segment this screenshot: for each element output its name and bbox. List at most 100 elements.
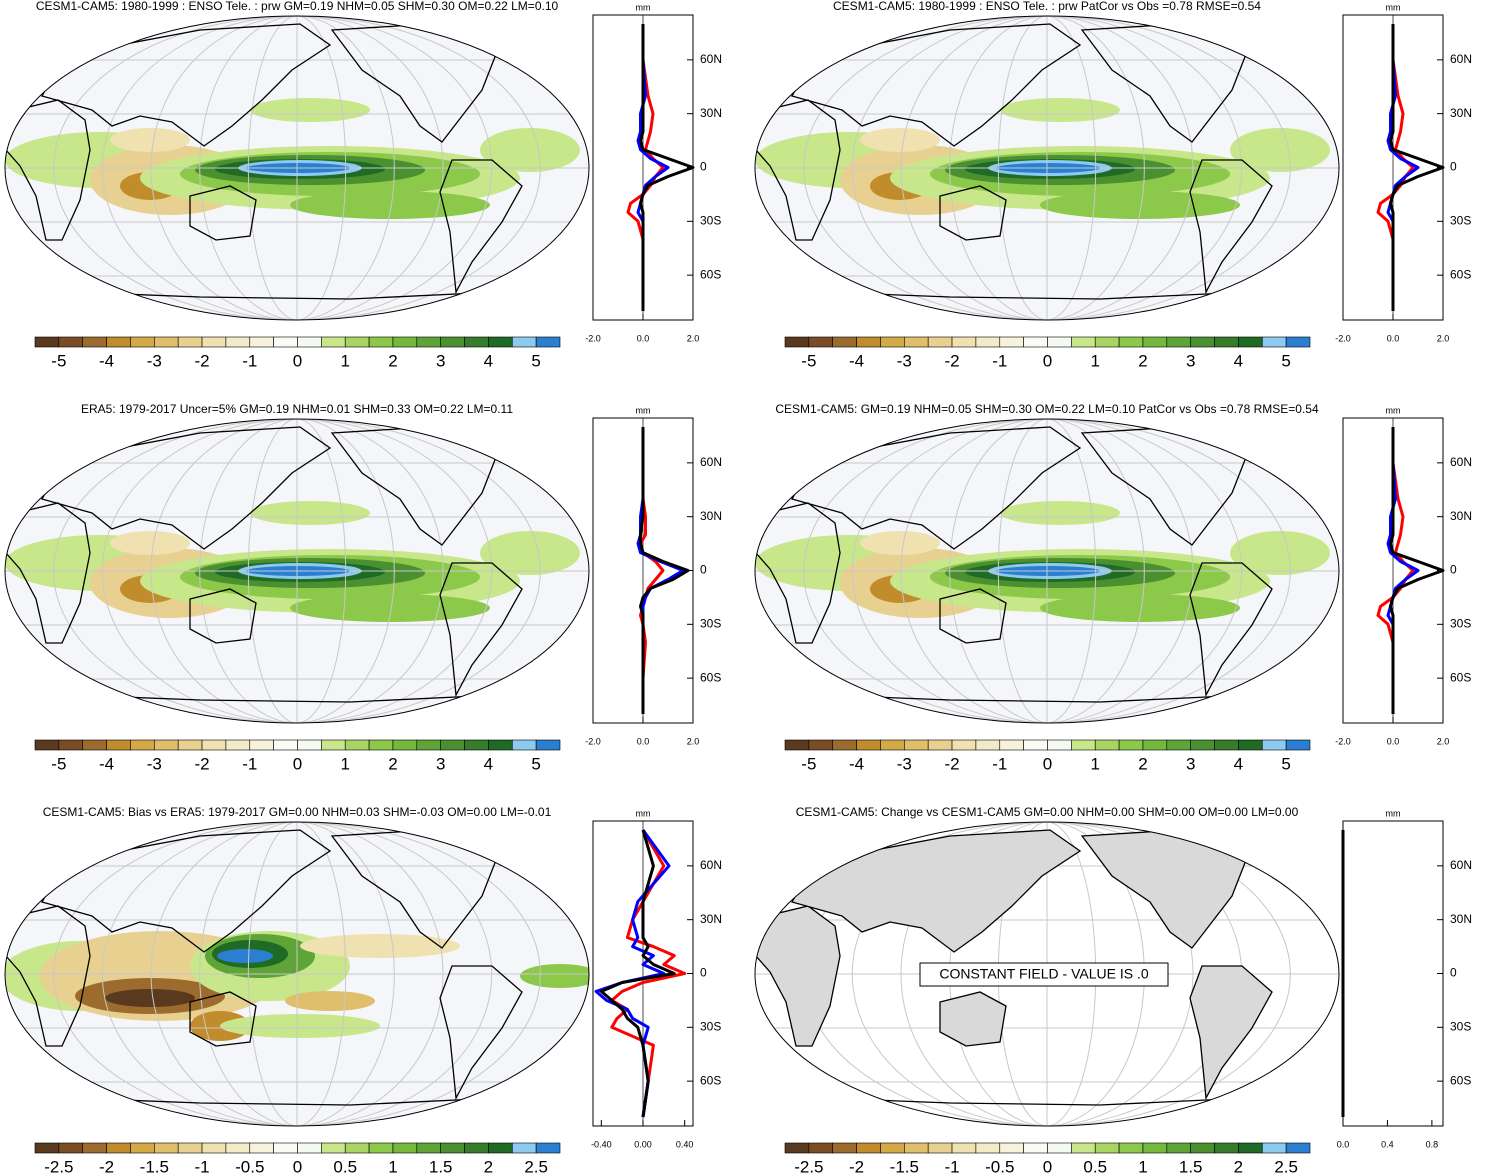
- y-tick-label: 0: [1450, 160, 1457, 174]
- y-tick-label: 60N: [1450, 52, 1472, 66]
- colorbar-box: [225, 336, 251, 348]
- field-contour: [110, 531, 190, 555]
- colorbar-box: [784, 739, 810, 751]
- colorbar-box: [440, 1142, 465, 1154]
- colorbar-label: 1.5: [1179, 1157, 1203, 1176]
- colorbar-box: [832, 739, 857, 751]
- map-meridian: [1046, 16, 1243, 320]
- map-border: [4, 15, 590, 321]
- profile-frame: [1342, 820, 1444, 1127]
- colorbar-box: [225, 739, 251, 751]
- y-tick-label: 30N: [1450, 912, 1472, 926]
- colorbar-box: [1285, 1142, 1311, 1154]
- x-tick-label: 0.0: [1337, 1139, 1350, 1149]
- colorbar-label: -5: [51, 351, 66, 370]
- colorbar-label: -1: [242, 754, 257, 773]
- map-meridian: [296, 16, 541, 320]
- colorbar-box: [856, 336, 881, 348]
- profile-unit: mm: [636, 405, 651, 415]
- colorbar-box: [1094, 336, 1120, 348]
- map-border: [754, 821, 1340, 1127]
- y-tick-label: 0: [1450, 966, 1457, 980]
- y-tick-label: 30S: [1450, 1019, 1471, 1033]
- colorbar-box: [927, 739, 953, 751]
- map-meridian: [296, 419, 541, 723]
- colorbar-box: [904, 739, 929, 751]
- colorbar-label: -1: [944, 1157, 959, 1176]
- colorbar-label: -2: [99, 1157, 114, 1176]
- colorbar-label: 3: [436, 351, 445, 370]
- field-contour: [250, 501, 370, 525]
- colorbar-box: [58, 739, 84, 751]
- colorbar-box: [488, 1142, 513, 1154]
- colorbar-box: [904, 1142, 929, 1154]
- colorbar-box: [927, 336, 953, 348]
- x-tick-label: -0.40: [591, 1139, 612, 1149]
- colorbar-box: [82, 336, 107, 348]
- colorbar-label: -3: [897, 754, 912, 773]
- colorbar-box: [130, 336, 155, 348]
- field-contour: [480, 531, 580, 575]
- colorbar-box: [488, 739, 513, 751]
- coastline: [755, 99, 841, 241]
- colorbar-label: -1: [194, 1157, 209, 1176]
- field-contour: [300, 934, 460, 958]
- colorbar-box: [392, 1142, 418, 1154]
- panel: CESM1-CAM5: Bias vs ERA5: 1979-2017 GM=0…: [4, 805, 722, 1176]
- field-contour: [1000, 501, 1120, 525]
- colorbar-label: -4: [849, 351, 864, 370]
- colorbar-box: [130, 739, 155, 751]
- coastline: [5, 99, 91, 241]
- map-meridian: [1046, 419, 1194, 723]
- colorbar-box: [464, 1142, 489, 1154]
- x-tick-label: 0.0: [637, 333, 650, 343]
- map-meridian: [1046, 419, 1291, 723]
- zonal-profile: mm 60N 30N 0 30S 60S -2.0 0.0 2.0: [585, 405, 722, 746]
- colorbar-box: [511, 739, 537, 751]
- colorbar-box: [464, 739, 489, 751]
- coastline: [439, 562, 523, 698]
- colorbar-box: [1118, 739, 1144, 751]
- colorbar-box: [440, 739, 465, 751]
- colorbar: -5 -4 -3 -2 -1 0 1 2 3 4 5: [34, 336, 561, 370]
- y-tick-label: 30N: [1450, 106, 1472, 120]
- map-meridian: [296, 419, 347, 723]
- colorbar-label: 2: [484, 1157, 493, 1176]
- field-contour: [220, 1014, 380, 1038]
- x-tick-label: -2.0: [1335, 736, 1351, 746]
- field-contour: [217, 949, 273, 963]
- x-tick-label: 0.0: [637, 736, 650, 746]
- colorbar-box: [999, 739, 1024, 751]
- map-field: [755, 822, 1339, 1126]
- map-field: [5, 822, 589, 1126]
- coastline: [791, 829, 1082, 953]
- x-tick-label: 0.0: [1387, 333, 1400, 343]
- colorbar-box: [1238, 1142, 1263, 1154]
- colorbar-label: 1: [340, 351, 349, 370]
- map-field: [5, 16, 589, 320]
- map-meridian: [296, 16, 395, 320]
- map-meridian: [851, 419, 1048, 723]
- colorbar-box: [1047, 739, 1072, 751]
- y-tick-label: 60N: [700, 858, 722, 872]
- x-tick-label: 2.0: [1437, 333, 1450, 343]
- colorbar-label: 1: [340, 754, 349, 773]
- x-tick-label: -2.0: [585, 736, 601, 746]
- colorbar-box: [1190, 336, 1215, 348]
- colorbar-box: [1261, 1142, 1287, 1154]
- colorbar-box: [273, 1142, 298, 1154]
- map-meridian: [296, 822, 493, 1126]
- coastline: [189, 588, 257, 644]
- panel: ERA5: 1979-2017 Uncer=5% GM=0.19 NHM=0.0…: [4, 402, 722, 773]
- panel-title: CESM1-CAM5: Change vs CESM1-CAM5 GM=0.00…: [796, 805, 1299, 819]
- colorbar-label: -0.5: [235, 1157, 264, 1176]
- coastline: [439, 965, 523, 1101]
- colorbar: -2.5 -2 -1.5 -1 -0.5 0 0.5 1 1.5 2 2.5: [34, 1142, 561, 1176]
- colorbar-label: 5: [531, 754, 540, 773]
- colorbar-box: [106, 739, 131, 751]
- colorbar-box: [784, 336, 810, 348]
- map-meridian: [1046, 419, 1097, 723]
- colorbar-label: -2: [849, 1157, 864, 1176]
- map-meridian: [1046, 16, 1194, 320]
